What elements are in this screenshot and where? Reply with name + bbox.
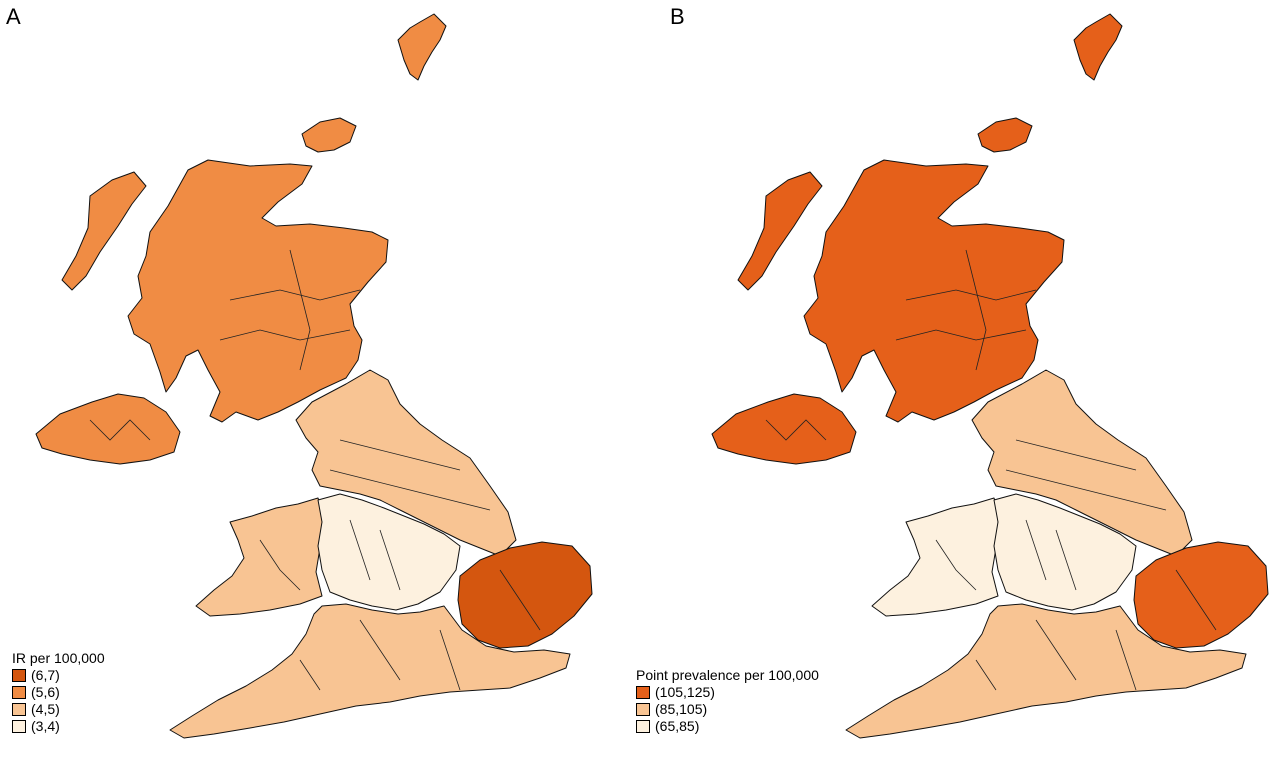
region-scotland: [127, 159, 389, 423]
region-midlands: [993, 493, 1137, 611]
legend-a-row: (4,5): [12, 701, 105, 718]
legend-a-label: (6,7): [31, 667, 60, 683]
region-shetland: [1073, 13, 1123, 81]
region-scotland: [803, 159, 1065, 423]
legend-b-row: (85,105): [636, 701, 819, 718]
legend-a-row: (6,7): [12, 667, 105, 684]
legend-swatch: [12, 720, 26, 733]
region-orkney: [977, 117, 1033, 153]
legend-b-title: Point prevalence per 100,000: [636, 667, 819, 683]
region-east: [457, 541, 593, 649]
legend-b-row: (105,125): [636, 684, 819, 701]
region-midlands: [317, 493, 461, 611]
region-northern-ireland: [711, 393, 857, 465]
region-western-isles: [737, 171, 823, 291]
map-a: [35, 13, 593, 739]
legend-swatch: [12, 669, 26, 682]
legend-a-label: (4,5): [31, 701, 60, 717]
legend-a: IR per 100,000 (6,7) (5,6) (4,5) (3,4): [12, 650, 105, 735]
region-wales: [871, 497, 1003, 617]
legend-a-title: IR per 100,000: [12, 650, 105, 666]
legend-swatch: [12, 703, 26, 716]
legend-a-label: (5,6): [31, 684, 60, 700]
region-shetland: [397, 13, 447, 81]
legend-a-label: (3,4): [31, 718, 60, 734]
legend-swatch: [12, 686, 26, 699]
legend-b-label: (65,85): [655, 718, 700, 734]
legend-swatch: [636, 703, 650, 716]
region-north-england: [295, 369, 517, 557]
legend-swatch: [636, 686, 650, 699]
legend-b: Point prevalence per 100,000 (105,125) (…: [636, 667, 819, 735]
region-south: [169, 603, 571, 739]
region-orkney: [301, 117, 357, 153]
panel-a-letter: A: [6, 4, 21, 29]
region-western-isles: [61, 171, 147, 291]
legend-a-row: (3,4): [12, 718, 105, 735]
region-northern-ireland: [35, 393, 181, 465]
legend-a-row: (5,6): [12, 684, 105, 701]
region-south: [845, 603, 1247, 739]
legend-b-row: (65,85): [636, 718, 819, 735]
legend-b-label: (105,125): [655, 684, 715, 700]
region-east: [1133, 541, 1269, 649]
region-north-england: [971, 369, 1193, 557]
region-wales: [195, 497, 327, 617]
panel-b-letter: B: [670, 4, 685, 29]
legend-b-label: (85,105): [655, 701, 708, 717]
legend-swatch: [636, 720, 650, 733]
